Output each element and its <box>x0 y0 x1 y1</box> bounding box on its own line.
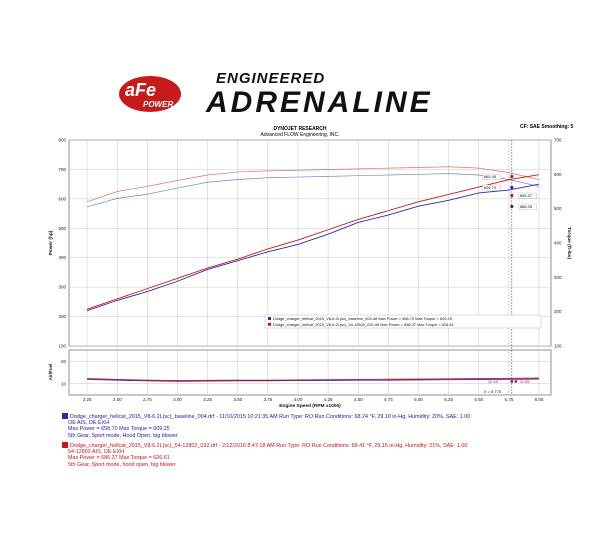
afr-tick-label: 20 <box>61 359 67 364</box>
inset-legend-entry: Dodge_charger_hellcat_2015_V8-6.2L(sc)_b… <box>273 316 452 321</box>
chart-subtitle: Advanced FLOW Engineering, INC. <box>260 132 340 138</box>
x-axis-label: Engine Speed (RPM x1000) <box>279 403 341 409</box>
afr-series-line-1 <box>87 378 539 382</box>
x-tick-label: 4.50 <box>354 397 363 402</box>
svg-text:aFe: aFe <box>125 80 156 100</box>
power-tick-label: 700 <box>58 167 66 172</box>
inset-legend-swatch <box>268 317 271 320</box>
y-axis-label-power: Power (hp) <box>48 230 54 255</box>
afe-power-logo: aFe POWER <box>119 76 181 112</box>
run-2-details: Dodge_charger_hellcat_2015_V8-6.2L(sc)_5… <box>70 443 468 449</box>
torque-tick-label: 400 <box>554 241 562 246</box>
afr-plot-frame <box>68 349 552 396</box>
run-1-details: Dodge_charger_hellcat_2015_V8-6.2L(sc)_b… <box>70 414 471 420</box>
peak-label-box <box>518 203 537 210</box>
power-series-line-2 <box>86 174 540 310</box>
run-2-swatch <box>62 442 68 448</box>
x-tick-label: 5.50 <box>474 397 483 402</box>
power-tick-label: 400 <box>58 255 66 260</box>
power-tick-label: 100 <box>58 344 66 349</box>
x-tick-label: 5.25 <box>444 397 453 402</box>
peak-marker <box>510 174 514 179</box>
run-2-line-2: 54-12802 AIS, OE EXH <box>68 448 125 455</box>
power-tick-label: 800 <box>58 138 66 143</box>
run-1-line-1: Dodge_charger_hellcat_2015_V8-6.2L(sc)_b… <box>62 413 470 420</box>
peak-marker <box>510 185 514 190</box>
torque-tick-label: 600 <box>554 172 562 177</box>
inset-legend-swatch <box>268 322 271 326</box>
power-series-line-1 <box>86 183 540 312</box>
afr-label: 12.43 <box>488 379 499 384</box>
peak-label: 605.37 <box>520 193 533 198</box>
run-1-line-4: 5th Gear, Sport mode, Hood Open, big blo… <box>68 432 178 439</box>
x-tick-label: 4.25 <box>324 397 333 402</box>
y-axis-label-torque: Torque (ft-lbs) <box>566 227 572 260</box>
cursor-label: X = 5.775 <box>484 389 502 394</box>
run-2-line-3: Max Power = 686.37 Max Torque = 626.61 <box>68 455 170 461</box>
chart-title: DYNOJET RESEARCH <box>273 126 327 132</box>
afr-series-line-2 <box>87 377 539 382</box>
peak-label-box <box>482 173 501 180</box>
x-tick-label: 2.50 <box>113 397 122 402</box>
x-tick-label: 3.00 <box>173 397 182 402</box>
run-1-swatch <box>62 413 68 419</box>
peak-label: 665.45 <box>484 174 497 179</box>
run-1-line-2: OE AIS, OE EXH <box>68 419 110 426</box>
x-tick-label: 5.00 <box>414 397 423 402</box>
run-2-line-1: Dodge_charger_hellcat_2015_V8-6.2L(sc)_5… <box>62 442 467 449</box>
x-tick-label: 6.00 <box>535 397 544 402</box>
torque-tick-label: 200 <box>554 309 562 314</box>
power-tick-label: 500 <box>58 226 66 231</box>
inset-legend-box <box>264 314 542 329</box>
inset-legend-entry: Dodge_charger_hellcat_2015_V8-6.2L(sc)_5… <box>273 322 454 327</box>
run-2-line-4: 5th Gear, Sport mode, hood open, big blo… <box>68 461 176 468</box>
chart-settings: CF: SAE Smoothing: 5 <box>520 124 574 130</box>
peak-label: 566.05 <box>520 204 533 209</box>
x-tick-label: 3.25 <box>203 397 212 402</box>
torque-tick-label: 700 <box>554 138 562 143</box>
power-tick-label: 600 <box>58 196 66 201</box>
afr-marker <box>514 380 518 383</box>
banner-tagline: ENGINEERED <box>216 70 326 87</box>
power-tick-label: 200 <box>58 314 66 319</box>
peak-label-box <box>518 192 537 199</box>
power-tick-label: 300 <box>58 285 66 290</box>
x-tick-label: 4.00 <box>294 397 303 402</box>
svg-text:POWER: POWER <box>143 100 173 109</box>
x-tick-label: 5.75 <box>504 397 513 402</box>
peak-label: 626.70 <box>484 185 497 190</box>
torque-series-line-1 <box>86 173 540 208</box>
afr-tick-label: 10 <box>61 381 67 386</box>
y-axis-label-afr: Air/Fuel <box>48 364 53 381</box>
afr-marker <box>510 380 514 383</box>
peak-marker <box>510 204 514 209</box>
x-tick-label: 3.75 <box>263 397 272 402</box>
peak-label-box <box>482 184 501 191</box>
x-tick-label: 3.50 <box>233 397 242 402</box>
peak-marker <box>510 193 514 198</box>
torque-tick-label: 300 <box>554 275 562 280</box>
x-tick-label: 2.25 <box>83 397 92 402</box>
torque-tick-label: 100 <box>554 344 562 349</box>
run-1-line-3: Max Power = 658.70 Max Torque = 609.25 <box>68 426 170 432</box>
banner-title: ADRENALINE <box>206 86 433 119</box>
x-tick-label: 4.75 <box>384 397 393 402</box>
x-tick-label: 2.75 <box>143 397 152 402</box>
afr-label: 11.55 <box>520 379 530 384</box>
torque-tick-label: 500 <box>554 206 562 211</box>
torque-series-line-2 <box>86 166 540 203</box>
